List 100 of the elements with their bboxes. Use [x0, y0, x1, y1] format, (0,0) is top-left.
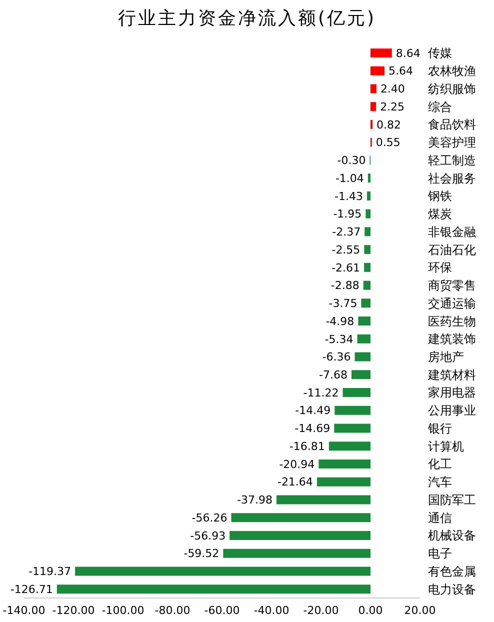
- bar: [358, 316, 370, 326]
- y-tick-label: 汽车: [428, 475, 452, 490]
- data-label: -2.61: [332, 261, 360, 274]
- data-label: 5.64: [388, 64, 413, 78]
- data-label: 0.82: [376, 118, 402, 132]
- y-tick-label: 石油石化: [428, 242, 476, 257]
- data-label: -11.22: [303, 386, 339, 400]
- y-tick-label: 商贸零售: [428, 278, 476, 293]
- x-tick-label: 0.00: [358, 604, 383, 617]
- bar: [357, 334, 370, 344]
- y-tick-label: 传媒: [428, 46, 452, 60]
- bar: [363, 280, 370, 290]
- y-tick-label: 房地产: [428, 350, 464, 364]
- bar: [366, 209, 370, 218]
- y-tick-label: 建筑装饰: [427, 332, 476, 346]
- bar: [370, 102, 376, 112]
- y-tick-label: 公用事业: [428, 404, 476, 418]
- data-label: -14.49: [295, 404, 331, 418]
- data-label: -59.52: [184, 547, 220, 560]
- y-tick-label: 轻工制造: [428, 153, 476, 168]
- y-tick-label: 农林牧渔: [428, 64, 476, 78]
- data-label: -21.64: [277, 476, 313, 489]
- bar: [364, 227, 370, 236]
- y-tick-label: 煤炭: [428, 207, 452, 222]
- x-tick-label: -140.00: [2, 604, 46, 617]
- x-tick-label: -20.00: [303, 604, 339, 617]
- data-label: -126.71: [10, 582, 53, 596]
- bar: [56, 584, 370, 594]
- x-tick-label: -80.00: [154, 604, 190, 617]
- y-tick-label: 电力设备: [428, 582, 476, 596]
- chart-title: 行业主力资金净流入额(亿元): [116, 7, 378, 31]
- bar: [370, 84, 376, 94]
- data-label: -1.43: [334, 190, 363, 203]
- data-label: -3.75: [328, 297, 358, 310]
- y-tick-label: 食品饮料: [428, 118, 476, 132]
- y-tick-label: 美容护理: [428, 136, 476, 150]
- bar: [351, 370, 370, 380]
- x-tick-label: -40.00: [254, 604, 290, 617]
- y-tick-label: 机械设备: [428, 528, 476, 543]
- x-tick-label: -100.00: [102, 604, 144, 617]
- bar: [342, 388, 370, 398]
- y-tick-label: 钢铁: [427, 189, 452, 204]
- bar: [361, 298, 370, 308]
- y-tick-label: 环保: [428, 260, 452, 275]
- bar: [364, 245, 370, 254]
- data-label: -4.98: [326, 314, 354, 328]
- bar: [368, 174, 370, 183]
- data-label: -5.34: [324, 332, 354, 346]
- bar: [370, 66, 384, 76]
- data-label: -2.55: [332, 243, 360, 256]
- y-tick-label: 银行: [427, 421, 452, 436]
- data-label: -56.26: [192, 511, 228, 524]
- bar: [75, 566, 370, 576]
- data-label: 2.40: [380, 82, 405, 96]
- y-tick-label: 建筑材料: [427, 368, 476, 382]
- x-tick-label: -120.00: [52, 604, 95, 617]
- bar: [354, 352, 370, 362]
- data-label: 2.25: [380, 100, 405, 114]
- data-label: -37.98: [237, 494, 272, 507]
- y-tick-label: 化工: [428, 457, 452, 472]
- bar: [366, 191, 370, 200]
- bar: [318, 460, 370, 468]
- data-label: -2.37: [332, 226, 361, 239]
- data-label: -16.81: [289, 440, 325, 453]
- bar: [328, 442, 370, 451]
- data-label: -7.68: [319, 368, 348, 382]
- y-tick-label: 计算机: [428, 439, 464, 454]
- y-tick-label: 电子: [428, 546, 452, 561]
- y-tick-label: 非银金融: [428, 224, 476, 239]
- y-tick-label: 纺织服饰: [428, 82, 476, 96]
- y-tick-label: 社会服务: [428, 171, 476, 186]
- data-label: -1.95: [333, 208, 362, 221]
- y-tick-label: 交通运输: [428, 296, 476, 310]
- bar: [230, 530, 370, 540]
- bar: [223, 548, 370, 558]
- bar: [370, 48, 392, 58]
- data-label: -6.36: [322, 350, 351, 364]
- bar: [364, 262, 370, 272]
- bar: [231, 513, 370, 522]
- y-tick-label: 家用电器: [428, 386, 476, 400]
- y-tick-label: 医药生物: [428, 314, 476, 328]
- data-label: -2.88: [330, 279, 360, 292]
- data-label: -0.30: [337, 154, 366, 168]
- data-label: -14.69: [294, 422, 330, 436]
- bar: [276, 495, 370, 504]
- bar: [334, 406, 370, 415]
- data-label: -56.93: [190, 529, 226, 542]
- y-tick-label: 通信: [428, 510, 452, 525]
- data-label: -20.94: [279, 458, 315, 471]
- data-label: -119.37: [28, 565, 72, 578]
- y-tick-label: 国防军工: [428, 492, 476, 507]
- bar: [334, 424, 370, 433]
- y-tick-label: 有色金属: [428, 564, 476, 578]
- x-tick-label: 20.00: [404, 604, 436, 617]
- y-tick-label: 综合: [428, 100, 452, 114]
- data-label: -1.04: [335, 172, 364, 185]
- data-label: 0.55: [376, 136, 400, 150]
- bar: [316, 477, 370, 486]
- x-tick-label: -60.00: [204, 604, 240, 617]
- data-label: 8.64: [396, 46, 420, 60]
